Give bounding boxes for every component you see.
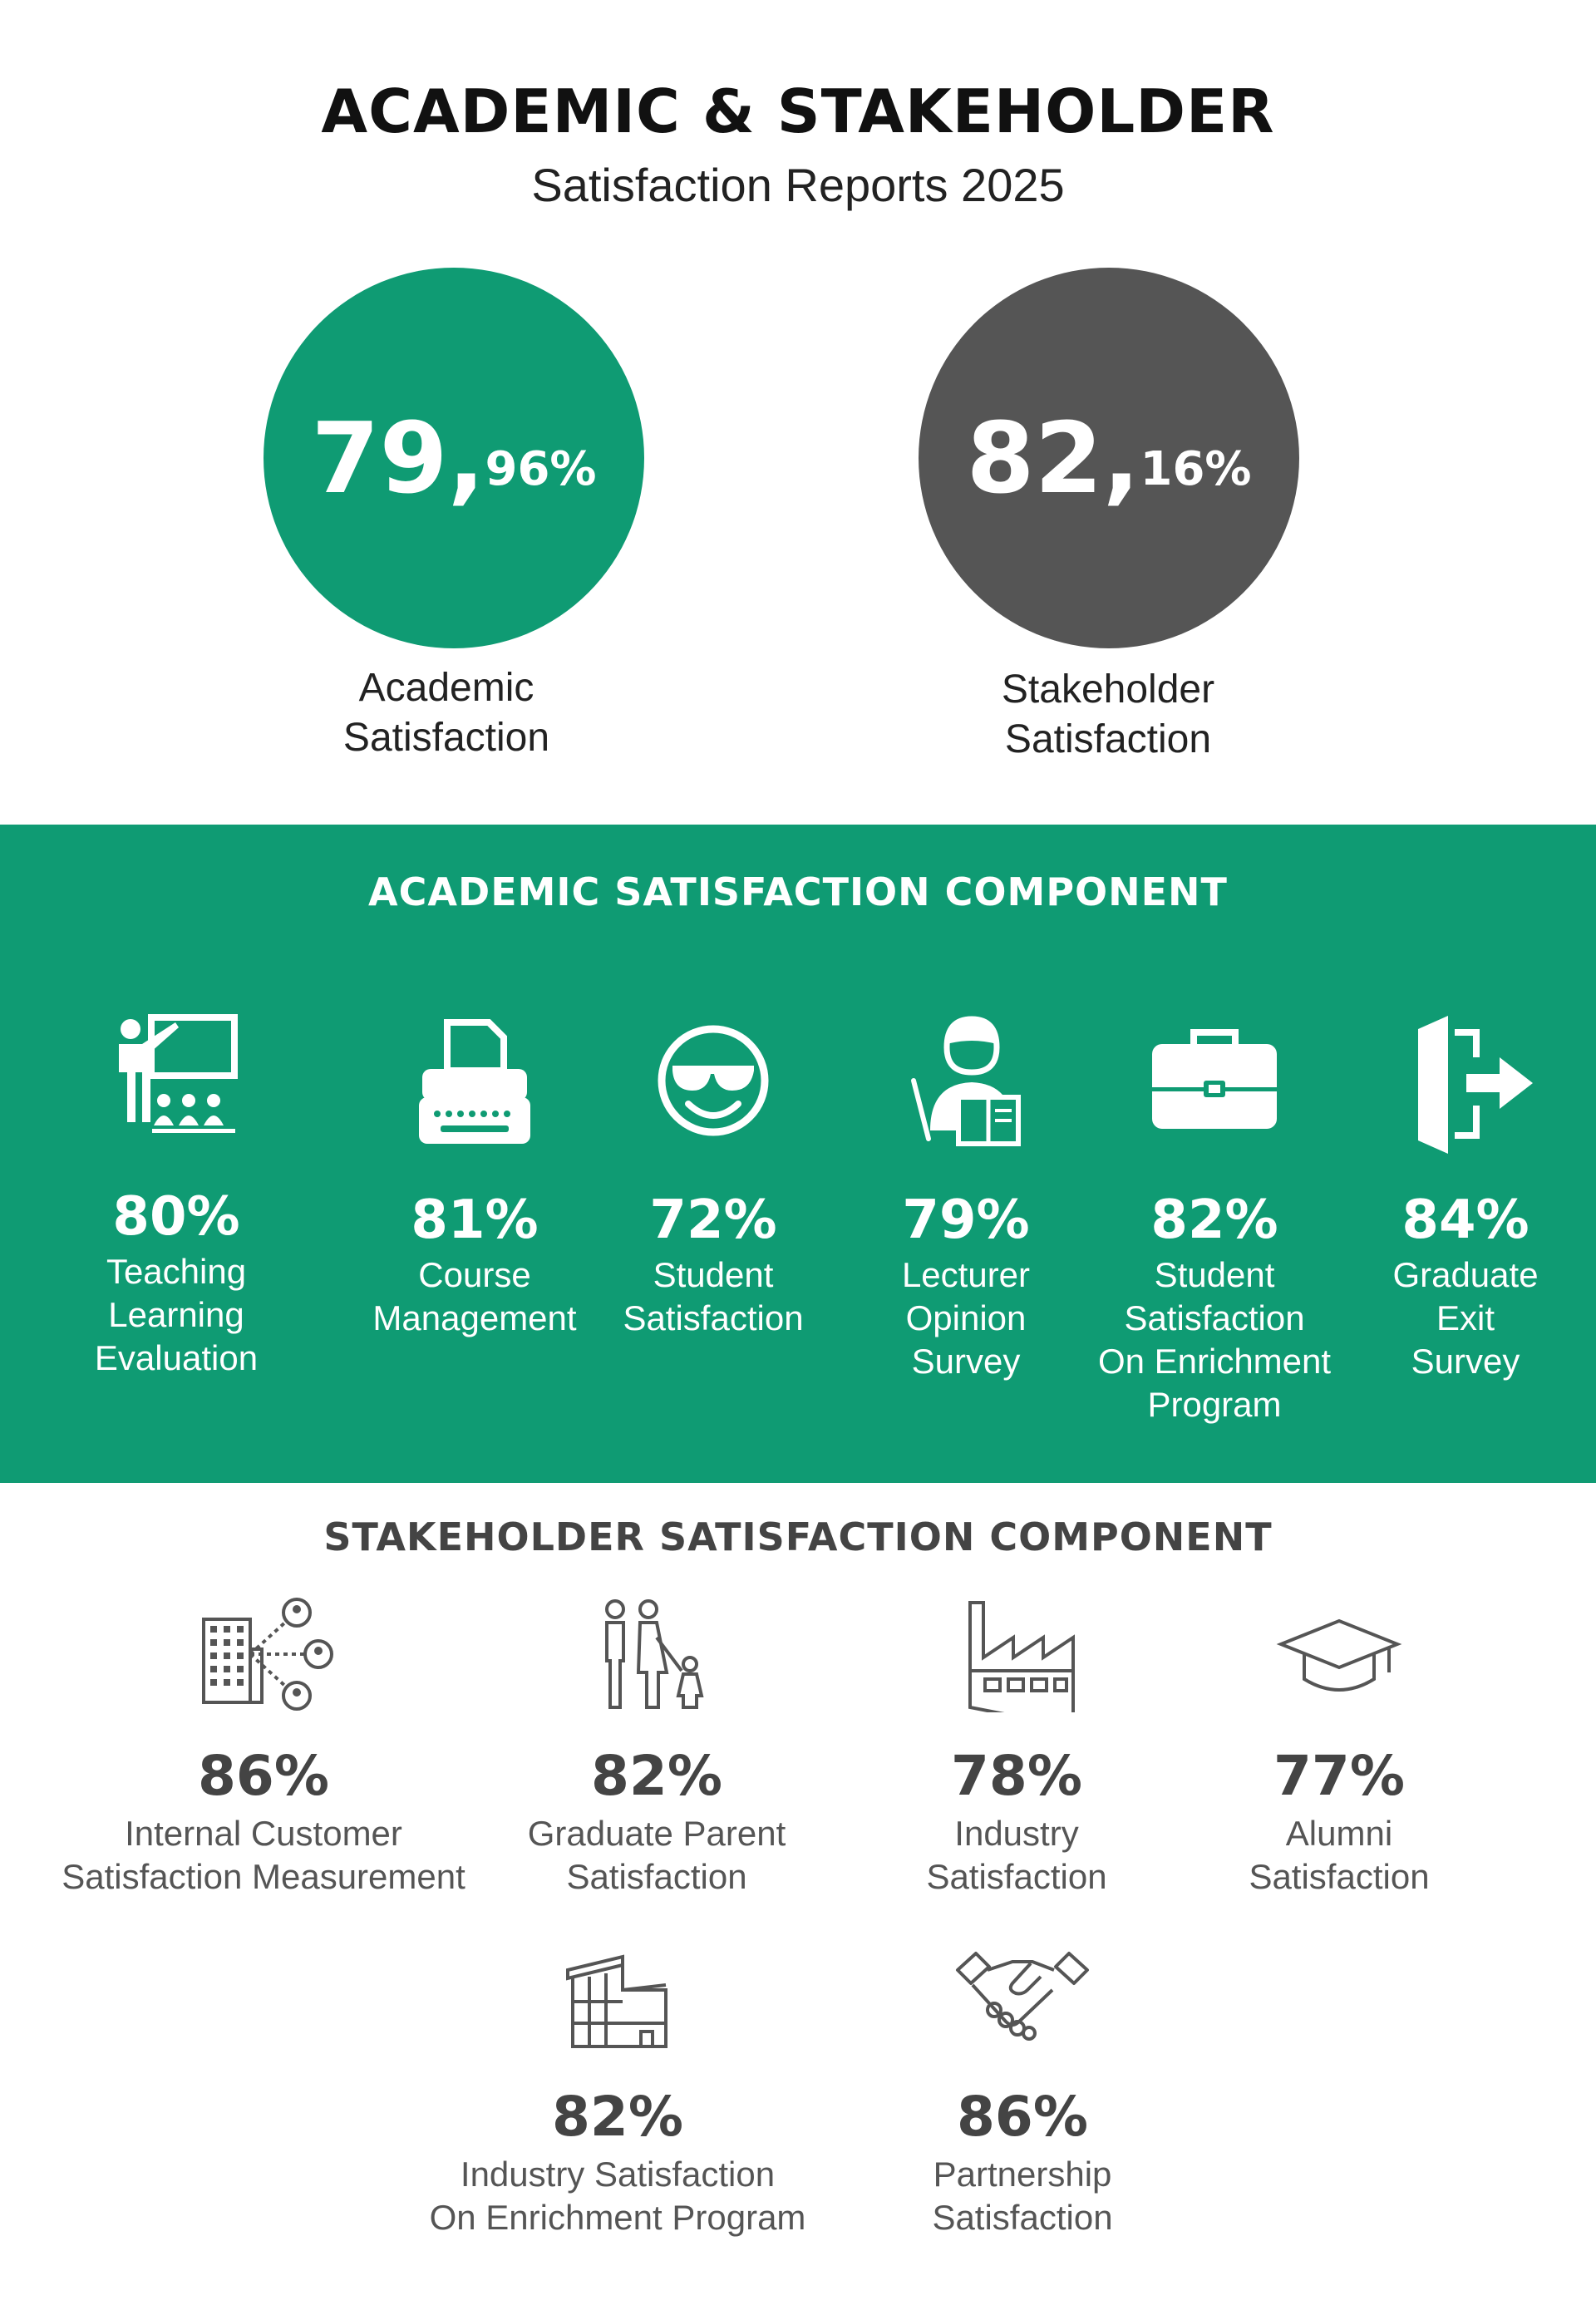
label-line: Satisfaction xyxy=(623,1298,804,1337)
percent-value: 86% xyxy=(957,2085,1088,2149)
academic-component-student: 72% Student Satisfaction xyxy=(589,1014,838,1340)
stakeholder-component-graduate-parent: 82% Graduate Parent Satisfaction xyxy=(441,1596,873,1899)
academic-satisfaction-label: Academic Satisfaction xyxy=(239,663,654,763)
label-line: Exit xyxy=(1436,1298,1495,1337)
factory-icon xyxy=(968,1601,1075,1712)
component-label: Student Satisfaction xyxy=(589,1253,838,1340)
briefcase-icon xyxy=(1152,1029,1277,1129)
component-label: Industry Satisfaction On Enrichment Prog… xyxy=(401,2153,834,2239)
label-line: Academic xyxy=(358,666,534,710)
label-line: Survey xyxy=(1411,1342,1520,1381)
label-line: Satisfaction xyxy=(1124,1298,1305,1337)
stakeholder-component-industry-enrichment: 82% Industry Satisfaction On Enrichment … xyxy=(401,1937,834,2239)
stakeholder-score-whole: 82, xyxy=(966,401,1140,515)
label-line: Graduate xyxy=(1392,1255,1539,1294)
percent-value: 77% xyxy=(1273,1744,1405,1808)
label-line: Stakeholder xyxy=(1001,667,1215,712)
percent-value: 79% xyxy=(902,1189,1030,1251)
label-line: Internal Customer xyxy=(125,1814,402,1853)
label-line: Lecturer Opinion xyxy=(901,1255,1031,1337)
percent-value: 84% xyxy=(1401,1189,1530,1251)
academic-component-graduate-exit: 84% Graduate Exit Survey xyxy=(1341,1014,1590,1383)
stakeholder-component-alumni: 77% Alumni Satisfaction xyxy=(1123,1596,1555,1899)
percent-value: 81% xyxy=(411,1189,539,1251)
stakeholder-section-title: STAKEHOLDER SATISFACTION COMPONENT xyxy=(323,1515,1273,1559)
label-line: Partnership xyxy=(933,2155,1112,2194)
label-line: Satisfaction xyxy=(1249,1857,1430,1896)
label-line: Course xyxy=(418,1255,531,1294)
academic-score-whole: 79, xyxy=(311,401,485,515)
label-line: Satisfaction xyxy=(1004,717,1212,761)
component-label: Course Management xyxy=(350,1253,599,1340)
component-label: Graduate Parent Satisfaction xyxy=(441,1812,873,1899)
label-line: Satisfaction xyxy=(566,1857,747,1896)
academic-component-band xyxy=(0,825,1596,1483)
percent-value: 86% xyxy=(198,1744,329,1808)
teacher-presentation-icon xyxy=(119,1014,238,1133)
percent-value: 82% xyxy=(591,1744,722,1808)
smiley-sunglasses-icon xyxy=(658,1025,769,1136)
handshake-icon xyxy=(956,1952,1089,2041)
component-label: Alumni Satisfaction xyxy=(1123,1812,1555,1899)
typewriter-icon xyxy=(419,1019,530,1144)
stakeholder-satisfaction-circle: 82, 16% xyxy=(919,268,1299,648)
label-line: Survey xyxy=(911,1342,1021,1381)
label-line: Satisfaction xyxy=(926,1857,1107,1896)
component-label: Graduate Exit Survey xyxy=(1341,1253,1590,1383)
academic-component-enrichment: 82% Student Satisfaction On Enrichment P… xyxy=(1090,1014,1339,1426)
label-line: Program xyxy=(1147,1385,1282,1424)
percent-value: 72% xyxy=(649,1189,777,1251)
label-line: Graduate Parent xyxy=(527,1814,786,1853)
building-network-icon xyxy=(202,1598,333,1711)
exit-door-icon xyxy=(1418,1016,1533,1154)
component-label: Teaching Learning Evaluation xyxy=(52,1250,301,1380)
label-line: Industry xyxy=(954,1814,1079,1853)
academic-satisfaction-circle: 79, 96% xyxy=(264,268,644,648)
component-label: Lecturer Opinion Survey xyxy=(841,1253,1091,1383)
label-line: Satisfaction xyxy=(932,2198,1113,2237)
label-line: Satisfaction xyxy=(342,716,550,760)
component-label: Internal Customer Satisfaction Measureme… xyxy=(47,1812,480,1899)
academic-component-lecturer: 79% Lecturer Opinion Survey xyxy=(841,1014,1091,1383)
component-label: Industry Satisfaction xyxy=(800,1812,1233,1899)
label-line: Management xyxy=(372,1298,577,1337)
page-title: ACADEMIC & STAKEHOLDER xyxy=(321,76,1275,146)
percent-value: 78% xyxy=(951,1744,1082,1808)
component-label: Partnership Satisfaction xyxy=(806,2153,1239,2239)
label-line: Alumni xyxy=(1285,1814,1393,1853)
stakeholder-component-partnership: 86% Partnership Satisfaction xyxy=(806,1937,1239,2239)
industrial-building-icon xyxy=(566,1954,667,2048)
family-icon xyxy=(605,1599,704,1709)
academic-section-title: ACADEMIC SATISFACTION COMPONENT xyxy=(368,869,1228,914)
academic-score-decimal: 96% xyxy=(485,442,597,496)
page-subtitle: Satisfaction Reports 2025 xyxy=(531,159,1065,211)
academic-component-course: 81% Course Management xyxy=(350,1014,599,1340)
percent-value: 80% xyxy=(112,1186,240,1248)
graduation-cap-icon xyxy=(1276,1618,1402,1692)
stakeholder-component-internal-customer: 86% Internal Customer Satisfaction Measu… xyxy=(47,1596,480,1899)
label-line: Industry Satisfaction xyxy=(460,2155,776,2194)
stakeholder-satisfaction-label: Stakeholder Satisfaction xyxy=(900,665,1316,765)
stakeholder-component-industry: 78% Industry Satisfaction xyxy=(800,1596,1233,1899)
label-line: Learning Evaluation xyxy=(94,1295,259,1377)
label-line: Student xyxy=(653,1255,774,1294)
label-line: Student xyxy=(1154,1255,1275,1294)
percent-value: 82% xyxy=(552,2085,683,2149)
stakeholder-score-decimal: 16% xyxy=(1140,442,1252,496)
academic-component-teaching: 80% Teaching Learning Evaluation xyxy=(52,1011,301,1380)
label-line: Teaching xyxy=(106,1252,247,1291)
component-label: Student Satisfaction On Enrichment Progr… xyxy=(1090,1253,1339,1426)
label-line: Satisfaction Measurement xyxy=(62,1857,466,1896)
label-line: On Enrichment Program xyxy=(429,2198,806,2237)
lecturer-icon xyxy=(911,1016,1021,1146)
label-line: On Enrichment xyxy=(1097,1342,1332,1381)
percent-value: 82% xyxy=(1150,1189,1278,1251)
